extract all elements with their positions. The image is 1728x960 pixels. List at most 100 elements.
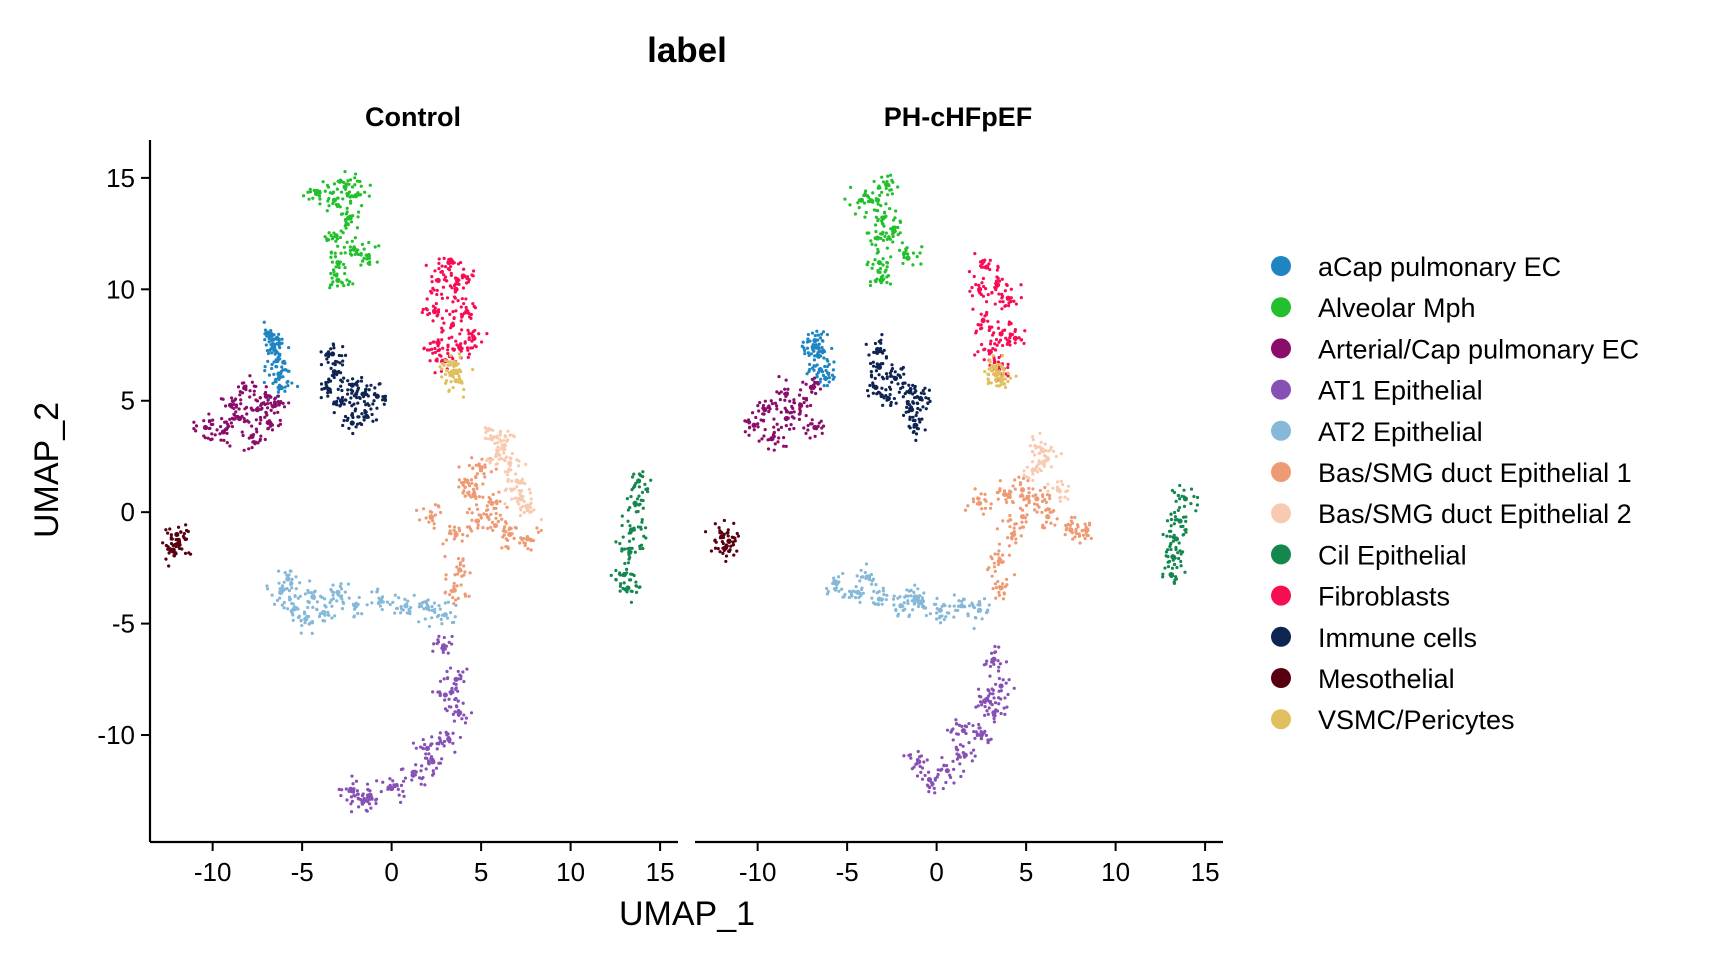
data-point-cell (476, 523, 480, 527)
data-point-cell (454, 696, 458, 701)
data-point-cell (1008, 493, 1012, 497)
data-point-cell (341, 231, 345, 235)
data-point-cell (914, 413, 918, 418)
data-point-cell (936, 772, 940, 777)
data-point-cell (302, 612, 307, 616)
data-point-cell (512, 536, 516, 540)
data-point-cell (251, 433, 256, 437)
data-point-cell (485, 332, 489, 336)
data-point-cell (918, 251, 922, 255)
data-point-cell (723, 545, 727, 549)
data-point-cell (873, 341, 878, 346)
data-point-cell (447, 336, 451, 340)
data-point-cell (421, 307, 425, 312)
data-point-cell (351, 782, 355, 786)
data-point-cell (266, 351, 271, 356)
data-point-cell (718, 550, 722, 554)
data-point-cell (414, 763, 418, 767)
data-point-cell (268, 348, 272, 352)
data-point-cell (1012, 526, 1016, 530)
data-point-cell (805, 404, 809, 408)
data-point-cell (418, 518, 422, 522)
data-point-cell (976, 687, 981, 691)
data-point-cell (468, 571, 472, 575)
data-point-cell (979, 731, 983, 735)
data-point-cell (890, 192, 894, 196)
data-point-cell (785, 391, 789, 395)
data-point-cell (970, 286, 974, 290)
data-point-cell (486, 526, 490, 530)
data-point-cell (640, 520, 644, 524)
data-point-cell (961, 744, 965, 748)
data-point-cell (1169, 512, 1173, 516)
data-point-cell (450, 259, 455, 263)
data-point-cell (866, 394, 871, 398)
data-point-cell (628, 506, 632, 510)
data-point-cell (996, 360, 1001, 364)
axes-control: -10 -5 0 5 10 15 (148, 140, 678, 887)
data-point-cell (1163, 566, 1167, 570)
data-point-cell (825, 333, 829, 337)
data-point-cell (1176, 493, 1181, 498)
data-point-cell (990, 291, 994, 295)
data-point-cell (1005, 705, 1009, 709)
data-point-cell (1030, 469, 1034, 473)
data-point-cell (909, 588, 913, 592)
data-point-cell (983, 492, 987, 496)
data-point-cell (357, 415, 361, 419)
data-point-cell (986, 293, 990, 297)
data-point-cell (258, 415, 263, 420)
data-point-cell (259, 402, 263, 407)
data-point-cell (452, 316, 456, 320)
data-point-cell (973, 487, 977, 491)
data-point-cell (419, 782, 423, 786)
data-point-cell (888, 392, 892, 397)
data-point-cell (775, 390, 779, 394)
data-point-cell (307, 197, 311, 201)
data-point-cell (810, 366, 815, 370)
data-point-cell (462, 311, 467, 315)
data-point-cell (1007, 678, 1011, 682)
data-point-cell (630, 546, 634, 551)
data-point-cell (1003, 585, 1008, 589)
data-point-cell (265, 584, 269, 588)
data-point-cell (1178, 497, 1182, 501)
data-point-cell (784, 378, 788, 382)
data-point-cell (997, 689, 1001, 693)
data-point-cell (331, 362, 335, 366)
data-point-cell (868, 361, 873, 366)
data-point-cell (324, 380, 328, 385)
data-point-cell (1059, 479, 1063, 483)
data-point-cell (884, 372, 889, 376)
data-point-cell (993, 650, 998, 654)
data-point (1012, 335, 1018, 341)
data-point-cell (285, 380, 289, 384)
data-point-cell (624, 567, 629, 572)
data-point-cell (995, 268, 999, 272)
data-point-cell (329, 255, 333, 259)
data-point-cell (634, 584, 638, 588)
data-point-cell (996, 276, 1000, 280)
data-point-cell (456, 557, 461, 561)
data-point-cell (259, 407, 263, 411)
data-point-cell (365, 796, 370, 800)
cluster-mesothelial (703, 518, 741, 564)
data-point-cell (308, 579, 312, 583)
data-point-cell (813, 434, 817, 439)
data-point-cell (1001, 371, 1005, 375)
data-point-cell (735, 549, 739, 553)
data-point-cell (996, 659, 1000, 663)
data-point-cell (443, 554, 447, 559)
data-point-cell (1039, 469, 1043, 473)
data-point-cell (621, 535, 625, 539)
data-point-cell (461, 395, 465, 399)
data-point-cell (1081, 533, 1086, 537)
data-point-cell (404, 602, 409, 606)
data-point-cell (966, 504, 970, 508)
data-point-cell (305, 614, 309, 618)
data-point-cell (276, 394, 281, 398)
data-point-cell (370, 797, 374, 801)
data-point-cell (485, 427, 489, 432)
legend-swatch (1271, 626, 1291, 647)
data-point-cell (1027, 476, 1031, 480)
